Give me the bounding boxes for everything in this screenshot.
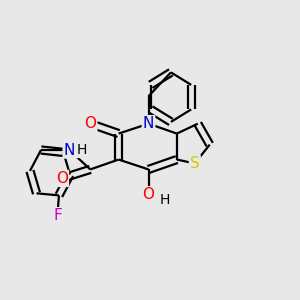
Text: H: H	[160, 193, 170, 207]
Text: S: S	[190, 156, 200, 171]
Text: H: H	[76, 143, 86, 157]
Text: N: N	[143, 116, 154, 131]
Text: O: O	[84, 116, 96, 131]
Text: F: F	[53, 208, 62, 223]
Text: N: N	[64, 142, 75, 158]
Text: O: O	[56, 171, 68, 186]
Text: O: O	[142, 187, 154, 202]
